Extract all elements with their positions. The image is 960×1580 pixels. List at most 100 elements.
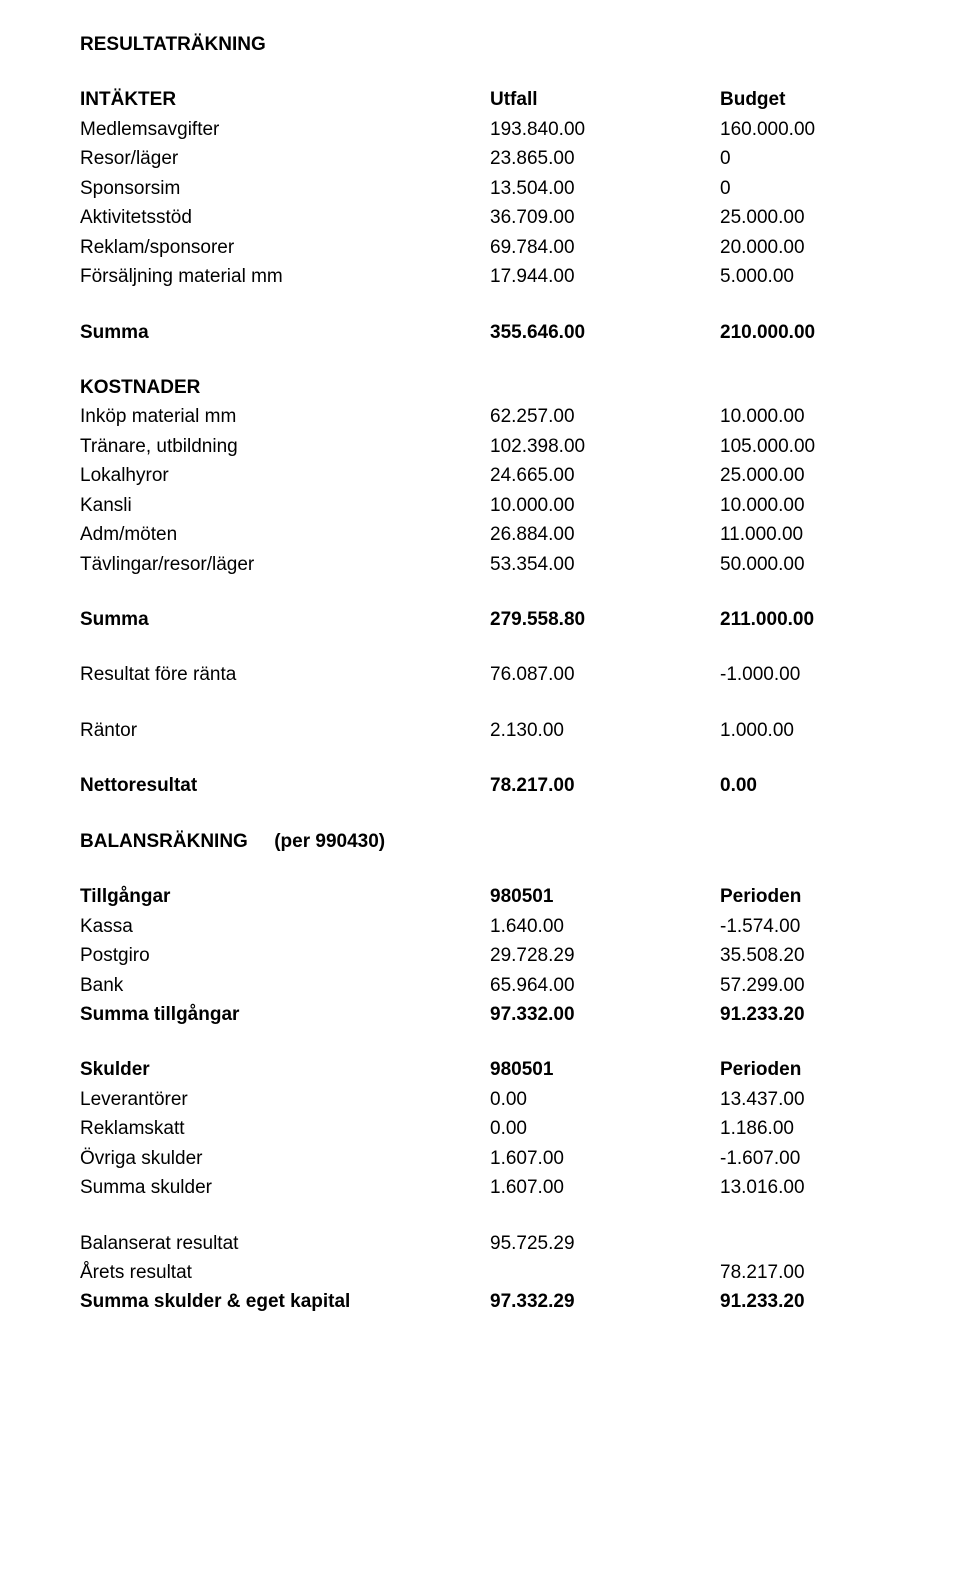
financial-report: RESULTATRÄKNING INTÄKTER Utfall Budget M… [0,0,960,1347]
kostnader-row: Tränare, utbildning102.398.00105.000.00 [80,432,860,461]
kostnader-row: Kansli10.000.0010.000.00 [80,491,860,520]
skulder-label: Reklamskatt [80,1114,490,1143]
skulder-v1: 1.607.00 [490,1144,720,1173]
tillgangar-sum: Summa tillgångar 97.332.00 91.233.20 [80,1000,860,1029]
sse-label: Summa skulder & eget kapital [80,1287,490,1316]
intakter-sum: Summa 355.646.00 210.000.00 [80,318,860,347]
tillgangar-row: Bank65.964.0057.299.00 [80,971,860,1000]
tgs-v1: 97.332.00 [490,1000,720,1029]
tillgangar-label: Kassa [80,912,490,941]
br-v1: 95.725.29 [490,1229,720,1258]
sk-label: Skulder [80,1055,490,1084]
ksum-label: Summa [80,605,490,634]
kostnader-v2: 11.000.00 [720,520,860,549]
tillgangar-row: Postgiro29.728.2935.508.20 [80,941,860,970]
skulder-v1: 0.00 [490,1114,720,1143]
skulder-row: Leverantörer0.0013.437.00 [80,1085,860,1114]
kostnader-v2: 105.000.00 [720,432,860,461]
balansrakning-title: BALANSRÄKNING (per 990430) [80,827,860,856]
kostnader-v2: 10.000.00 [720,402,860,431]
intakter-row: Reklam/sponsorer69.784.0020.000.00 [80,233,860,262]
budget-header: Budget [720,85,860,114]
summa-skulder-ek: Summa skulder & eget kapital 97.332.29 9… [80,1287,860,1316]
kostnader-header: KOSTNADER [80,373,860,402]
rantor-v1: 2.130.00 [490,716,720,745]
skulder-v2: 13.437.00 [720,1085,860,1114]
sum-v1: 355.646.00 [490,318,720,347]
intakter-v2: 0 [720,144,860,173]
kostnader-label: Lokalhyror [80,461,490,490]
tillgangar-label: Bank [80,971,490,1000]
sum-label: Summa [80,318,490,347]
kostnader-row: Inköp material mm62.257.0010.000.00 [80,402,860,431]
sk-v2: Perioden [720,1055,860,1084]
tillgangar-header: Tillgångar 980501 Perioden [80,882,860,911]
ar-label: Årets resultat [80,1258,490,1287]
kostnader-v2: 10.000.00 [720,491,860,520]
rantor-v2: 1.000.00 [720,716,860,745]
tillgangar-v1: 65.964.00 [490,971,720,1000]
intakter-v1: 17.944.00 [490,262,720,291]
kostnader-v1: 102.398.00 [490,432,720,461]
kostnader-row: Adm/möten26.884.0011.000.00 [80,520,860,549]
rfr-v1: 76.087.00 [490,660,720,689]
arets-resultat: Årets resultat 78.217.00 [80,1258,860,1287]
intakter-row: Försäljning material mm17.944.005.000.00 [80,262,860,291]
netto-v2: 0.00 [720,771,860,800]
rfr-label: Resultat före ränta [80,660,490,689]
skulder-v2: 1.186.00 [720,1114,860,1143]
kostnader-row: Lokalhyror24.665.0025.000.00 [80,461,860,490]
ksum-v1: 279.558.80 [490,605,720,634]
skulder-label: Övriga skulder [80,1144,490,1173]
intakter-row: Aktivitetsstöd36.709.0025.000.00 [80,203,860,232]
kostnader-v2: 50.000.00 [720,550,860,579]
tillgangar-v2: 35.508.20 [720,941,860,970]
intakter-v1: 23.865.00 [490,144,720,173]
skulder-row: Summa skulder1.607.0013.016.00 [80,1173,860,1202]
tillgangar-v1: 29.728.29 [490,941,720,970]
nettoresultat: Nettoresultat 78.217.00 0.00 [80,771,860,800]
kostnader-label: Adm/möten [80,520,490,549]
intakter-label: Aktivitetsstöd [80,203,490,232]
kostnader-v1: 10.000.00 [490,491,720,520]
intakter-label: Försäljning material mm [80,262,490,291]
kostnader-v1: 26.884.00 [490,520,720,549]
tillgangar-row: Kassa1.640.00-1.574.00 [80,912,860,941]
intakter-v2: 20.000.00 [720,233,860,262]
tgs-v2: 91.233.20 [720,1000,860,1029]
tillgangar-v2: -1.574.00 [720,912,860,941]
intakter-v1: 69.784.00 [490,233,720,262]
skulder-label: Summa skulder [80,1173,490,1202]
kostnader-v2: 25.000.00 [720,461,860,490]
kostnader-v1: 24.665.00 [490,461,720,490]
kostnader-label: Inköp material mm [80,402,490,431]
intakter-v1: 193.840.00 [490,115,720,144]
kostnader-row: Tävlingar/resor/läger53.354.0050.000.00 [80,550,860,579]
sk-v1: 980501 [490,1055,720,1084]
skulder-v1: 0.00 [490,1085,720,1114]
intakter-v2: 5.000.00 [720,262,860,291]
ar-v2: 78.217.00 [720,1258,860,1287]
tg-v2: Perioden [720,882,860,911]
br-v2 [720,1229,860,1258]
tillgangar-label: Postgiro [80,941,490,970]
tillgangar-rows: Kassa1.640.00-1.574.00Postgiro29.728.293… [80,912,860,1000]
resultat-fore-ranta: Resultat före ränta 76.087.00 -1.000.00 [80,660,860,689]
intakter-label: INTÄKTER [80,85,490,114]
br-label: Balanserat resultat [80,1229,490,1258]
intakter-rows: Medlemsavgifter193.840.00160.000.00Resor… [80,115,860,292]
intakter-row: Sponsorsim13.504.000 [80,174,860,203]
intakter-header: INTÄKTER Utfall Budget [80,85,860,114]
rantor: Räntor 2.130.00 1.000.00 [80,716,860,745]
kostnader-label: Kansli [80,491,490,520]
rfr-v2: -1.000.00 [720,660,860,689]
tillgangar-v1: 1.640.00 [490,912,720,941]
kostnader-label: Tävlingar/resor/läger [80,550,490,579]
netto-label: Nettoresultat [80,771,490,800]
utfall-header: Utfall [490,85,720,114]
sse-v1: 97.332.29 [490,1287,720,1316]
tgs-label: Summa tillgångar [80,1000,490,1029]
kostnader-v1: 62.257.00 [490,402,720,431]
skulder-v2: 13.016.00 [720,1173,860,1202]
tg-v1: 980501 [490,882,720,911]
